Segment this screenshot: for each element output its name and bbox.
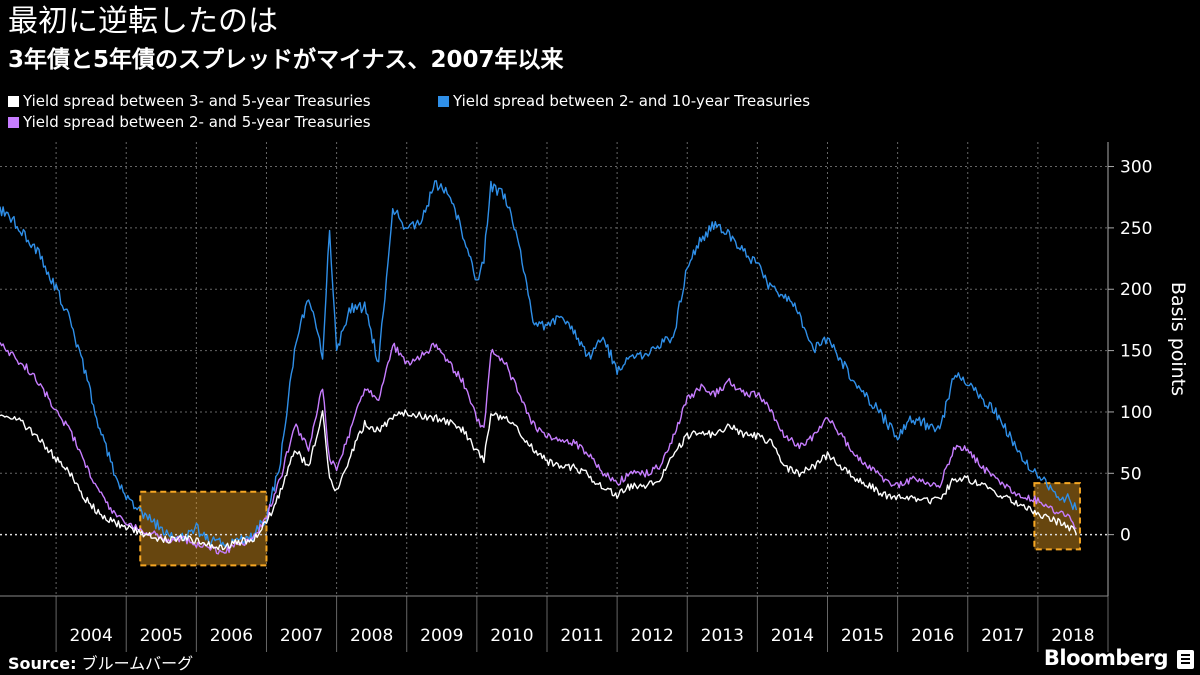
legend-label-2y10y: Yield spread between 2- and 10-year Trea… <box>453 92 811 110</box>
source-text: ブルームバーグ <box>81 654 194 673</box>
y-tick-label: 50 <box>1120 464 1142 484</box>
legend-label-2y5y: Yield spread between 2- and 5-year Treas… <box>23 113 371 131</box>
x-tick-label: 2012 <box>631 626 674 646</box>
y-tick-label: 150 <box>1120 342 1152 362</box>
x-tick-label: 2016 <box>911 626 954 646</box>
x-tick-label: 2018 <box>1051 626 1094 646</box>
legend-item-2y5y: Yield spread between 2- and 5-year Treas… <box>8 112 371 132</box>
x-tick-label: 2009 <box>420 626 463 646</box>
y-tick-label: 200 <box>1120 280 1152 300</box>
highlight-box <box>1033 482 1081 551</box>
series-line <box>0 342 1077 555</box>
x-tick-label: 2017 <box>981 626 1024 646</box>
source-label: Source: <box>8 654 77 673</box>
legend-swatch-3y5y <box>8 96 19 107</box>
series-line <box>0 409 1078 551</box>
x-tick-label: 2008 <box>350 626 393 646</box>
legend-swatch-2y10y <box>438 96 449 107</box>
highlight-box <box>139 490 268 567</box>
bloomberg-terminal-icon <box>1177 650 1194 669</box>
y-axis-title: Basis points <box>1167 282 1189 396</box>
x-tick-label: 2005 <box>140 626 183 646</box>
y-tick-label: 250 <box>1120 219 1152 239</box>
x-tick-label: 2007 <box>280 626 323 646</box>
x-tick-label: 2004 <box>70 626 113 646</box>
x-tick-label: 2013 <box>701 626 744 646</box>
legend-swatch-2y5y <box>8 117 19 128</box>
bloomberg-logo: Bloomberg <box>1043 646 1169 670</box>
x-tick-label: 2006 <box>210 626 253 646</box>
x-tick-label: 2010 <box>490 626 533 646</box>
y-tick-label: 300 <box>1120 158 1152 178</box>
chart-title: 最初に逆転したのは <box>8 4 278 39</box>
x-tick-label: 2011 <box>560 626 603 646</box>
x-tick-label: 2015 <box>841 626 884 646</box>
y-tick-label: 100 <box>1120 403 1152 423</box>
y-tick-label: 0 <box>1120 526 1131 546</box>
x-tick-label: 2014 <box>771 626 814 646</box>
legend-label-3y5y: Yield spread between 3- and 5-year Treas… <box>23 92 371 110</box>
chart-subtitle: 3年債と5年債のスプレッドがマイナス、2007年以来 <box>8 47 564 73</box>
source-note: Source: ブルームバーグ <box>8 650 193 674</box>
legend-item-2y10y: Yield spread between 2- and 10-year Trea… <box>438 91 810 111</box>
legend-item-3y5y: Yield spread between 3- and 5-year Treas… <box>8 91 371 111</box>
